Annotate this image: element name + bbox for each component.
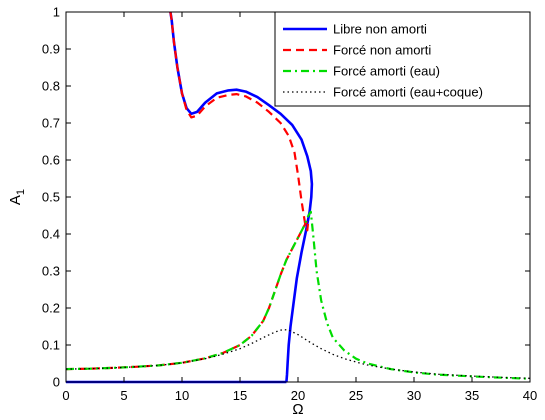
y-tick-label: 0.1 (42, 338, 60, 353)
y-axis-label-group: A1 (7, 189, 27, 205)
legend-label: Libre non amorti (333, 22, 427, 37)
y-tick-label: 0 (53, 375, 60, 390)
x-tick-label: 40 (523, 388, 537, 403)
y-tick-label: 0.9 (42, 42, 60, 57)
y-tick-label: 0.6 (42, 153, 60, 168)
x-tick-label: 0 (62, 388, 69, 403)
x-tick-label: 25 (349, 388, 363, 403)
y-tick-label: 0.3 (42, 264, 60, 279)
y-axis-label: A1 (7, 189, 27, 205)
legend-label: Forcé amorti (eau+coque) (333, 85, 483, 100)
x-tick-label: 35 (465, 388, 479, 403)
y-tick-label: 0.4 (42, 227, 60, 242)
x-tick-label: 10 (175, 388, 189, 403)
x-tick-label: 15 (233, 388, 247, 403)
legend-label: Forcé non amorti (333, 43, 431, 58)
y-axis-label-main: A (7, 195, 24, 205)
y-axis-label-subscript: 1 (15, 189, 27, 195)
axis-ticks: 0 5 10 15 20 25 30 35 40 0 0.1 0.2 0.3 0.4 0.5 0.6 0.7 0.… (42, 5, 537, 404)
y-tick-label: 0.7 (42, 116, 60, 131)
x-tick-label: 5 (120, 388, 127, 403)
legend: Libre non amorti Forcé non amorti Forcé am… (274, 11, 531, 107)
x-tick-label: 20 (291, 388, 305, 403)
y-tick-label: 0.2 (42, 301, 60, 316)
series-line-3 (169, 11, 310, 232)
y-tick-label: 1 (53, 5, 60, 20)
legend-label: Forcé amorti (eau) (333, 64, 440, 79)
legend-box (274, 11, 531, 107)
y-tick-label: 0.8 (42, 79, 60, 94)
series-line-5 (65, 210, 531, 380)
x-axis-label: Ω (292, 401, 303, 418)
x-tick-label: 30 (407, 388, 421, 403)
y-tick-label: 0.5 (42, 190, 60, 205)
